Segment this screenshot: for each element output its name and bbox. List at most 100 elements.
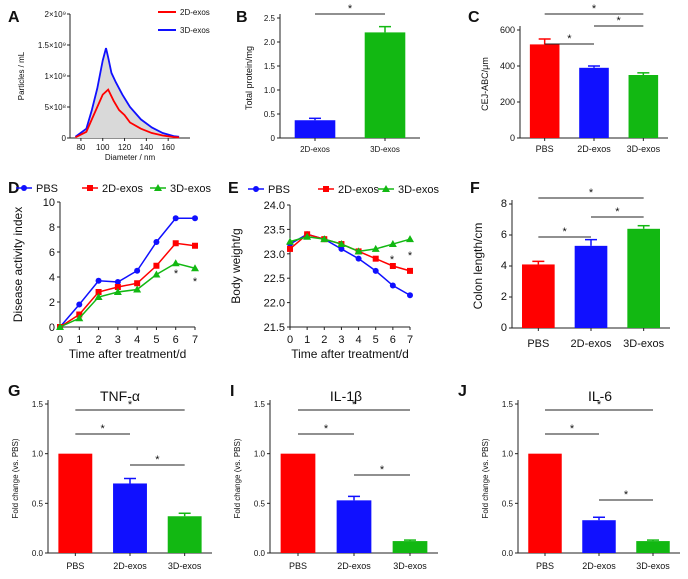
x-tick-label: 1	[76, 334, 82, 346]
point-pbs	[153, 239, 160, 245]
y-tick-label: 23.5	[264, 224, 285, 236]
y-tick-label: 0.0	[32, 549, 44, 558]
legend-marker	[253, 186, 259, 192]
point-pbs	[95, 277, 102, 284]
y-tick-label: 0	[271, 134, 276, 143]
x-tick-label: 160	[162, 143, 176, 152]
x-tick-label: 0	[287, 334, 293, 346]
point-2d-exos	[372, 255, 379, 262]
bar-3d-exos	[636, 541, 670, 553]
point-pbs	[172, 215, 179, 222]
x-tick-label: 3D-exos	[636, 561, 670, 571]
point-2d-exos	[192, 242, 198, 249]
bar-3d-exos	[627, 228, 660, 328]
point-2d-exos	[172, 240, 179, 247]
panel-letter-b: B	[236, 9, 248, 26]
x-tick-label: 7	[407, 334, 413, 346]
y-tick-label: 1.5×10⁹	[38, 41, 66, 50]
y-tick-label: 0	[49, 322, 55, 334]
point-3d-exos	[56, 323, 64, 330]
point-pbs	[338, 245, 345, 252]
panel-B: B	[236, 9, 248, 26]
chart-E: 21.5 22.0 22.5 23.0 23.5 24.0 0 1 2 3 4 5 6 7 PBS 2D-ex…	[229, 184, 439, 361]
significance-star: *	[193, 276, 198, 288]
panel-E: E	[228, 180, 239, 197]
series-line-3d-exos	[289, 235, 411, 253]
significance-star: *	[589, 187, 594, 199]
y-axis-label: Colon length/cm	[471, 223, 485, 310]
legend-marker	[154, 184, 162, 191]
x-tick-label: 2D-exos	[582, 561, 616, 571]
y-axis-label: Body weight/g	[229, 228, 243, 303]
legend-label: PBS	[268, 184, 290, 196]
significance-star: *	[348, 3, 353, 15]
y-tick-label: 2×10⁹	[45, 10, 66, 19]
y-axis-label: CEJ-ABC/μm	[480, 57, 490, 111]
y-tick-label: 1.5	[264, 62, 276, 71]
y-tick-label: 0.5	[264, 110, 276, 119]
x-tick-label: 6	[390, 334, 396, 346]
point-2d-exos	[95, 289, 102, 295]
x-tick-label: PBS	[66, 561, 84, 571]
x-tick-label: 3D-exos	[370, 145, 400, 154]
point-2d-exos	[153, 262, 160, 269]
y-tick-label: 4	[501, 260, 507, 272]
y-tick-label: 2	[501, 291, 507, 303]
bar-pbs	[280, 453, 316, 553]
bar-2d-exos	[579, 67, 609, 138]
panel-letter-f: F	[470, 180, 480, 197]
point-3d-exos	[337, 240, 346, 248]
panel-C: C	[468, 9, 480, 26]
y-tick-label: 1.5	[32, 400, 44, 409]
x-tick-label: 3	[115, 334, 121, 346]
y-tick-label: 5×10⁸	[45, 103, 66, 112]
significance-star: *	[592, 3, 597, 15]
panel-letter-a: A	[8, 9, 20, 26]
bar-3d-exos	[167, 516, 202, 553]
panel-D: D	[8, 180, 20, 197]
point-pbs	[192, 215, 198, 222]
panel-letter-j: J	[458, 383, 467, 400]
chart-I: 0.0 0.5 1.0 1.5 PBS 2D-exos 3D-exos * * * Fold cha…	[233, 399, 438, 571]
y-tick-label: 0.5	[254, 499, 266, 508]
significance-star: *	[408, 250, 413, 262]
point-3d-exos	[286, 237, 294, 245]
point-2d-exos	[389, 263, 396, 269]
y-tick-label: 1.0	[254, 450, 266, 459]
significance-star: *	[624, 489, 629, 501]
legend-marker	[382, 185, 390, 192]
significance-star: *	[615, 206, 620, 218]
y-tick-label: 8	[49, 222, 55, 234]
point-3d-exos	[171, 259, 180, 267]
x-tick-label: 2	[321, 334, 327, 346]
bar-2d-exos	[294, 120, 336, 138]
x-tick-label: 3D-exos	[393, 561, 427, 571]
x-tick-label: 3D-exos	[623, 338, 664, 350]
panel-letter-d: D	[8, 180, 20, 197]
x-axis-label: Time after treatment/d	[291, 347, 409, 361]
x-tick-label: PBS	[536, 144, 554, 154]
x-tick-label: 140	[140, 143, 154, 152]
panel-letter-e: E	[228, 180, 239, 197]
y-tick-label: 10	[43, 197, 55, 209]
point-3d-exos	[191, 264, 199, 272]
y-axis-label: Fold change (vs. PBS)	[481, 438, 490, 518]
y-tick-label: 23.0	[264, 249, 285, 261]
y-tick-label: 0.0	[254, 549, 266, 558]
panel-G: G TNF-α	[8, 383, 140, 404]
bar-pbs	[522, 264, 555, 328]
x-tick-label: 6	[173, 334, 179, 346]
y-tick-label: 6	[49, 247, 55, 259]
y-tick-label: 0	[510, 133, 515, 143]
series-line-3d-exos	[74, 47, 180, 138]
panel-I: I IL-1β	[230, 383, 362, 404]
bar-2d-exos	[113, 483, 147, 553]
y-axis-label: Fold change (vs. PBS)	[233, 438, 242, 518]
y-tick-label: 1.5	[254, 400, 266, 409]
point-3d-exos	[320, 235, 329, 243]
series-line-2d-exos	[59, 242, 196, 328]
chart-B: 0 0.5 1.0 1.5 2.0 2.5 2D-exos 3D-exos * Total pro…	[244, 3, 420, 154]
significance-star: *	[352, 399, 357, 411]
bar-3d-exos	[392, 541, 428, 553]
